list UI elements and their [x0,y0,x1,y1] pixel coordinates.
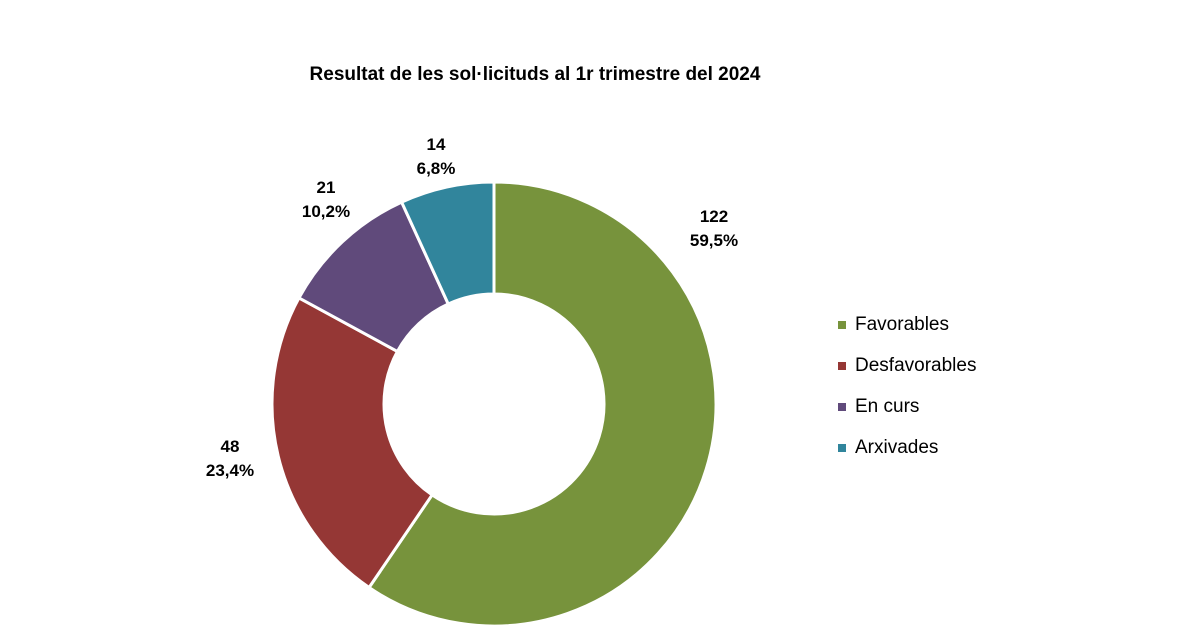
data-label-value: 14 [427,135,446,154]
legend-label: Desfavorables [855,354,977,376]
legend-label: Favorables [855,313,949,335]
legend-item: Desfavorables [838,345,976,386]
data-label-percent: 59,5% [690,231,738,250]
legend-item: En curs [838,386,976,427]
data-label-percent: 6,8% [417,159,456,178]
data-label-percent: 23,4% [206,461,254,480]
data-label-percent: 10,2% [302,202,350,221]
data-label-value: 48 [221,437,240,456]
legend-item: Arxivades [838,427,976,468]
legend-swatch [838,443,846,452]
slice-favorables [366,180,718,628]
legend-item: Favorables [838,304,976,345]
chart-title: Resultat de les sol·licituds al 1r trime… [309,64,761,85]
legend: Favorables Desfavorables En curs Arxivades [838,304,976,468]
data-label-value: 21 [317,178,336,197]
slice-desfavorables [270,295,435,590]
legend-swatch [838,361,846,370]
data-label-value: 122 [700,207,728,226]
slice-arxivades [399,180,496,306]
legend-label: En curs [855,395,920,417]
legend-label: Arxivades [855,436,939,458]
legend-swatch [838,320,846,329]
legend-swatch [838,402,846,411]
